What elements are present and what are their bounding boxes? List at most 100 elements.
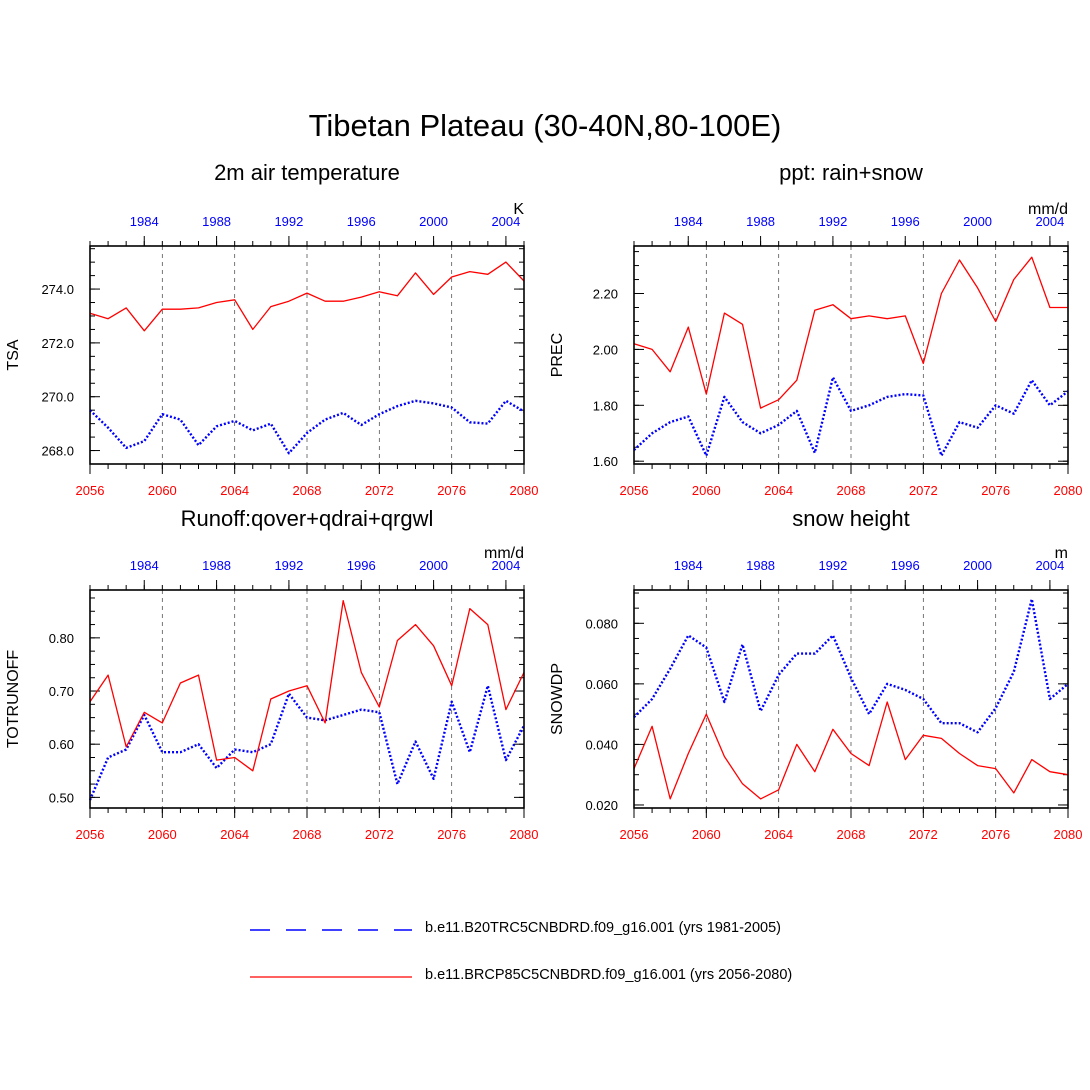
chart-panel-2: ppt: rain+snow mm/d PREC 1.60 1.80 2.00 2.20 20… [549, 160, 1082, 498]
top-x-tick-label: 1992 [274, 558, 303, 573]
x-tick-label: 2076 [437, 827, 466, 842]
x-tick-label: 2056 [76, 827, 105, 842]
x-tick-label: 2076 [437, 483, 466, 498]
plot-frame [89, 245, 525, 465]
legend-label-future: b.e11.BRCP85C5CNBDRD.f09_g16.001 (yrs 20… [425, 967, 793, 983]
y-tick-label: 2.00 [593, 342, 618, 357]
chart-title: Runoff:qover+qdrai+qrgwl [181, 506, 434, 531]
x-tick-label: 2080 [1054, 827, 1083, 842]
y-axis-label: PREC [549, 333, 566, 377]
series-line-historical [633, 376, 1069, 457]
chart-panel-1: 2m air temperature K TSA 268.0 270.0 272.0 274… [5, 160, 538, 498]
y-tick-label: 0.040 [585, 737, 618, 752]
x-tick-label: 2068 [837, 483, 866, 498]
top-x-tick-label: 1984 [674, 214, 703, 229]
x-tick-label: 2056 [620, 827, 649, 842]
top-x-tick-label: 1988 [746, 558, 775, 573]
x-tick-label: 2072 [909, 483, 938, 498]
y-tick-label: 0.70 [49, 684, 74, 699]
x-tick-label: 2064 [764, 827, 793, 842]
chart-title: 2m air temperature [214, 160, 400, 185]
units-label: mm/d [484, 545, 524, 562]
plot-frame [633, 245, 1069, 465]
top-x-tick-label: 2000 [963, 214, 992, 229]
y-tick-label: 0.50 [49, 790, 74, 805]
top-x-tick-label: 1992 [818, 214, 847, 229]
top-x-tick-label: 1996 [347, 214, 376, 229]
x-tick-label: 2076 [981, 483, 1010, 498]
x-tick-label: 2064 [220, 483, 249, 498]
y-tick-label: 0.080 [585, 616, 618, 631]
top-x-tick-label: 2000 [419, 558, 448, 573]
legend-label-historical: b.e11.B20TRC5CNBDRD.f09_g16.001 (yrs 198… [425, 920, 781, 936]
top-x-tick-label: 1988 [202, 214, 231, 229]
y-tick-label: 2.20 [593, 287, 618, 302]
top-x-tick-label: 2000 [963, 558, 992, 573]
units-label: m [1055, 545, 1068, 562]
x-tick-label: 2076 [981, 827, 1010, 842]
top-x-tick-label: 2004 [1035, 214, 1064, 229]
y-tick-label: 1.60 [593, 454, 618, 469]
x-tick-label: 2072 [365, 827, 394, 842]
y-tick-label: 1.80 [593, 398, 618, 413]
y-axis-label: TSA [5, 339, 22, 370]
top-x-tick-label: 2004 [1035, 558, 1064, 573]
units-label: mm/d [1028, 201, 1068, 218]
x-tick-label: 2080 [510, 827, 539, 842]
x-tick-label: 2068 [837, 827, 866, 842]
top-x-tick-label: 1984 [130, 558, 159, 573]
y-axis-label: TOTRUNOFF [5, 650, 22, 749]
x-tick-label: 2072 [365, 483, 394, 498]
y-tick-label: 0.80 [49, 631, 74, 646]
x-tick-label: 2056 [620, 483, 649, 498]
x-tick-label: 2072 [909, 827, 938, 842]
top-x-tick-label: 1984 [130, 214, 159, 229]
x-tick-label: 2060 [148, 827, 177, 842]
series-line-historical [633, 597, 1069, 734]
x-tick-label: 2060 [692, 827, 721, 842]
y-tick-label: 0.020 [585, 798, 618, 813]
y-tick-label: 272.0 [41, 336, 74, 351]
series-line-future [89, 261, 525, 332]
top-x-tick-label: 2004 [491, 558, 520, 573]
chart-title: ppt: rain+snow [779, 160, 923, 185]
top-x-tick-label: 1996 [347, 558, 376, 573]
top-x-tick-label: 1984 [674, 558, 703, 573]
x-tick-label: 2056 [76, 483, 105, 498]
chart-panel-4: snow height m SNOWDP 0.020 0.040 0.060 0.080 20… [549, 506, 1082, 842]
x-tick-label: 2080 [510, 483, 539, 498]
x-tick-label: 2068 [293, 827, 322, 842]
series-line-historical [88, 684, 526, 801]
plot-frame [89, 589, 525, 809]
top-x-tick-label: 1996 [891, 214, 920, 229]
top-x-tick-label: 1996 [891, 558, 920, 573]
top-x-tick-label: 1988 [202, 558, 231, 573]
series-line-future [633, 701, 1069, 800]
top-x-tick-label: 2004 [491, 214, 520, 229]
x-tick-label: 2064 [220, 827, 249, 842]
y-tick-label: 274.0 [41, 282, 74, 297]
series-line-future [633, 256, 1068, 409]
x-tick-label: 2060 [148, 483, 177, 498]
top-x-tick-label: 2000 [419, 214, 448, 229]
plot-frame [633, 589, 1069, 809]
y-tick-label: 0.060 [585, 677, 618, 692]
x-tick-label: 2060 [692, 483, 721, 498]
chart-title: snow height [792, 506, 909, 531]
y-tick-label: 268.0 [41, 444, 74, 459]
chart-panel-3: Runoff:qover+qdrai+qrgwl mm/d TOTRUNOFF 0.5… [5, 506, 538, 842]
units-label: K [513, 201, 524, 218]
x-tick-label: 2080 [1054, 483, 1083, 498]
figure-title: Tibetan Plateau (30-40N,80-100E) [308, 108, 782, 143]
series-line-future [89, 599, 525, 772]
x-tick-label: 2068 [293, 483, 322, 498]
y-axis-label: SNOWDP [549, 663, 566, 735]
x-tick-label: 2064 [764, 483, 793, 498]
top-x-tick-label: 1992 [274, 214, 303, 229]
top-x-tick-label: 1992 [818, 558, 847, 573]
series-line-historical [89, 399, 525, 455]
y-tick-label: 0.60 [49, 737, 74, 752]
top-x-tick-label: 1988 [746, 214, 775, 229]
